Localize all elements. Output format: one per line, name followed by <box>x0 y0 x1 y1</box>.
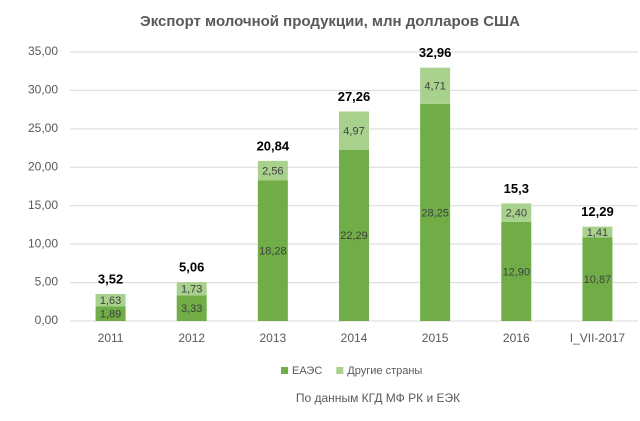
bar-segment <box>582 237 613 321</box>
bar-segment <box>582 226 613 238</box>
data-label: 3,33 <box>181 303 202 315</box>
bar-segment <box>176 295 207 321</box>
y-tick-label: 20,00 <box>28 159 58 173</box>
data-label: 2,40 <box>506 208 527 220</box>
bar-segment <box>257 160 288 181</box>
bar-segment <box>257 180 288 321</box>
chart-title: Экспорт молочной продукции, млн долларов… <box>140 13 520 30</box>
data-label: 18,28 <box>259 246 287 258</box>
bar-segment <box>176 282 207 296</box>
x-tick-label: I_VII-2017 <box>570 331 626 345</box>
bar-segment <box>95 306 126 321</box>
total-label: 32,96 <box>419 45 452 60</box>
y-tick-label: 35,00 <box>28 44 58 58</box>
data-label: 1,89 <box>100 309 121 321</box>
bar-segment <box>339 149 369 321</box>
bar-segment <box>420 103 451 321</box>
x-tick-label: 2012 <box>178 331 205 345</box>
x-tick-label: 2014 <box>341 331 368 345</box>
data-label: 4,97 <box>343 125 364 137</box>
legend-swatch <box>336 367 344 374</box>
bar-segment <box>501 203 532 222</box>
y-tick-label: 30,00 <box>28 83 58 97</box>
data-label: 22,29 <box>340 230 368 242</box>
legend-swatch <box>281 367 288 374</box>
total-label: 3,52 <box>98 271 123 286</box>
data-label: 10,87 <box>584 274 612 286</box>
data-label: 12,90 <box>503 266 531 278</box>
x-tick-label: 2013 <box>260 331 287 345</box>
y-tick-label: 25,00 <box>28 121 58 135</box>
bar-segment <box>501 221 532 321</box>
total-label: 27,26 <box>338 89 371 104</box>
x-tick-label: 2011 <box>98 331 124 345</box>
data-label: 1,41 <box>587 227 608 239</box>
y-tick-label: 5,00 <box>35 275 59 289</box>
data-label: 28,25 <box>421 207 449 219</box>
legend-label: ЕАЭС <box>292 365 322 377</box>
total-label: 20,84 <box>257 138 290 153</box>
total-label: 12,29 <box>581 204 614 219</box>
data-label: 4,71 <box>424 81 445 93</box>
y-tick-label: 0,00 <box>35 313 59 327</box>
data-label: 1,73 <box>181 284 202 296</box>
data-label: 2,56 <box>262 166 283 178</box>
bar-segment <box>95 293 126 307</box>
y-tick-label: 15,00 <box>28 198 58 212</box>
legend-label: Другие страны <box>347 365 422 377</box>
bar-segment <box>339 111 369 150</box>
x-tick-label: 2015 <box>422 331 449 345</box>
y-tick-label: 10,00 <box>28 236 58 250</box>
data-label: 1,63 <box>100 295 121 307</box>
source-note: По данным КГД МФ РК и ЕЭК <box>296 391 460 405</box>
x-tick-label: 2016 <box>503 331 530 345</box>
total-label: 5,06 <box>179 260 204 275</box>
total-label: 15,3 <box>504 181 529 196</box>
bar-segment <box>420 67 451 104</box>
